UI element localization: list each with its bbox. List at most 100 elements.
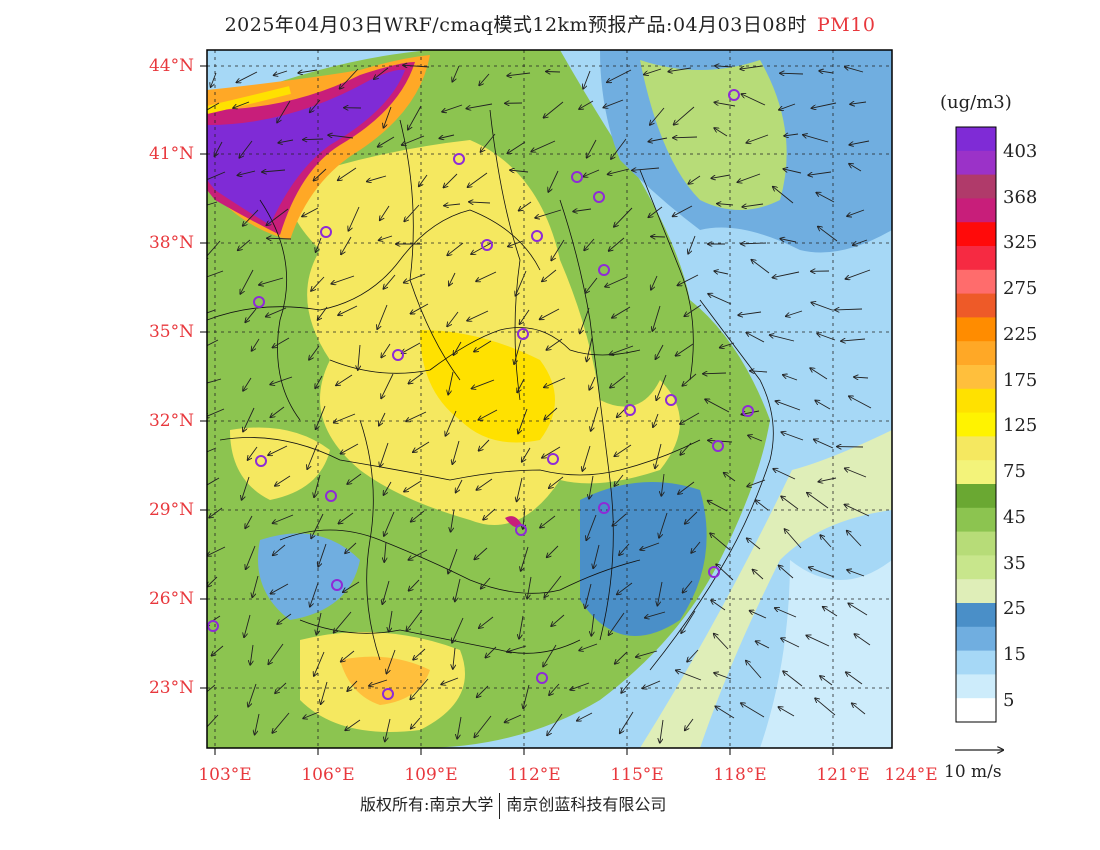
wind-arrow [455, 578, 461, 601]
wind-vectors [207, 65, 872, 743]
wind-arrow [807, 493, 829, 509]
wind-arrow [211, 72, 217, 87]
wind-arrow [245, 308, 257, 322]
colorbar-label: 275 [1003, 278, 1038, 299]
colorbar-block [956, 579, 996, 604]
city-marker [598, 264, 610, 276]
wind-arrow [817, 334, 836, 341]
lon-label: 103°E [198, 765, 252, 785]
city-marker [331, 579, 343, 591]
wind-reference-label: 10 m/s [944, 762, 1002, 782]
wind-arrow [383, 106, 392, 128]
wind-arrow [781, 496, 799, 510]
wind-arrow [479, 439, 490, 451]
wind-arrow [849, 396, 872, 409]
colorbar-label: 403 [1003, 141, 1038, 162]
wind-arrow [507, 645, 527, 652]
wind-arrow [781, 638, 800, 648]
title-main: 2025年04月03日WRF/cmaq模式12km预报产品:04月03日08时 [224, 14, 807, 36]
wind-arrow [453, 647, 455, 669]
wind-arrow [617, 582, 633, 594]
wind-arrow [531, 140, 556, 152]
wind-arrow [819, 71, 834, 73]
wind-arrow [740, 65, 763, 69]
wind-arrow [374, 67, 389, 79]
wind-arrow [448, 548, 458, 573]
wind-arrow [849, 140, 870, 145]
wind-arrow [207, 171, 226, 181]
wind-arrow [527, 576, 532, 599]
wind-arrow [711, 174, 731, 178]
wind-arrow [750, 611, 767, 619]
wind-arrow [382, 580, 390, 604]
wind-arrow [404, 480, 422, 492]
wind-arrow [477, 685, 489, 697]
wind-arrow [385, 718, 391, 741]
wind-arrow [674, 106, 695, 125]
wind-arrow [408, 372, 424, 384]
wind-arrow [207, 546, 226, 556]
colorbar-block [956, 246, 996, 271]
colorbar-block [956, 436, 996, 461]
wind-arrow [445, 410, 457, 436]
wind-arrow [243, 209, 259, 226]
wind-arrow [546, 338, 563, 350]
wind-arrow [481, 577, 491, 589]
copyright-left: 版权所有:南京大学 [360, 795, 494, 814]
wind-arrow [714, 271, 729, 274]
wind-arrow [711, 600, 726, 611]
lat-label: 29°N [148, 500, 194, 520]
wind-arrow [750, 371, 768, 372]
wind-arrow [655, 443, 662, 468]
city-marker [392, 349, 404, 361]
wind-arrow [474, 340, 492, 352]
wind-arrow [336, 374, 353, 385]
wind-arrow [311, 513, 324, 538]
wind-arrow [742, 203, 764, 207]
wind-arrow [207, 339, 219, 347]
wind-arrow [451, 509, 455, 532]
city-marker [320, 226, 332, 238]
wind-arrow [708, 294, 732, 305]
wind-arrow [579, 643, 598, 650]
wind-arrow [243, 377, 252, 391]
wind-arrow [381, 343, 391, 357]
wind-arrow [207, 240, 221, 260]
lat-label: 41°N [148, 144, 194, 164]
wind-arrow [609, 237, 625, 251]
wind-arrow [271, 583, 289, 594]
wind-arrow [444, 204, 461, 206]
wind-arrow [818, 477, 837, 482]
wind-arrow [708, 501, 728, 512]
wind-arrow [751, 260, 770, 274]
colorbar-block [956, 198, 996, 223]
wind-arrow [753, 570, 764, 580]
wind-arrow [609, 612, 625, 635]
wind-arrow [303, 139, 324, 140]
colorbar-block [956, 388, 996, 414]
wind-arrow [268, 445, 288, 455]
wind-arrow [266, 307, 287, 317]
wind-arrow [409, 579, 420, 591]
wind-arrow [275, 475, 291, 486]
wind-arrow [521, 546, 529, 571]
wind-arrow [620, 711, 634, 733]
wind-arrow [648, 206, 663, 217]
wind-arrow [507, 72, 531, 76]
wind-arrow [318, 306, 328, 320]
wind-arrow [518, 408, 528, 433]
wind-arrow [614, 444, 632, 456]
wind-arrow [207, 684, 216, 695]
lon-label: 109°E [404, 765, 458, 785]
wind-arrow [523, 684, 530, 708]
wind-arrow [715, 66, 733, 67]
colorbar-block [956, 341, 996, 366]
wind-arrow [610, 345, 634, 355]
wind-arrow [252, 338, 260, 351]
wind-arrow [237, 71, 258, 82]
wind-arrow [419, 174, 428, 186]
wind-arrow [589, 475, 594, 499]
wind-arrow [245, 515, 253, 528]
wind-arrow [773, 469, 796, 480]
colorbar-block [956, 127, 996, 152]
